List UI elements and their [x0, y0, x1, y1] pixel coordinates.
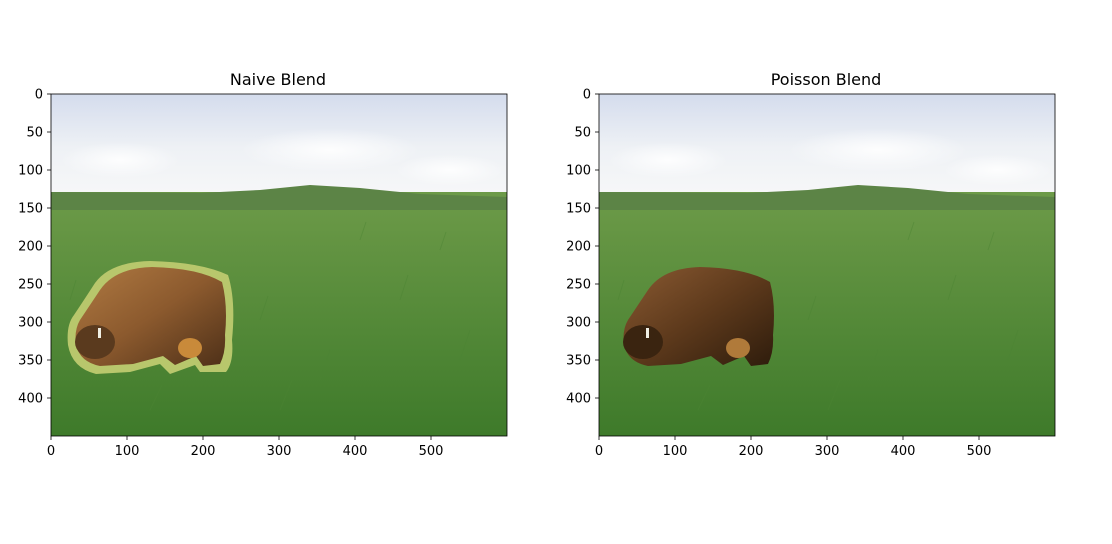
y-tick-label: 0: [35, 88, 43, 103]
grass-strokes: [617, 221, 1019, 411]
y-tick-label: 250: [566, 278, 591, 293]
panel-naive-blend: Naive Blend: [18, 70, 508, 459]
x-axis: 0 100 200 300 400 500: [595, 436, 992, 459]
x-tick-label: 100: [115, 444, 140, 459]
cloud: [788, 128, 968, 172]
x-tick-label: 200: [739, 444, 764, 459]
y-tick-label: 200: [18, 240, 43, 255]
y-tick-label: 150: [18, 202, 43, 217]
x-tick-label: 400: [891, 444, 916, 459]
cloud: [943, 154, 1053, 186]
distant-hill: [51, 185, 507, 210]
panel-title: Poisson Blend: [771, 70, 882, 89]
x-tick-label: 100: [663, 444, 688, 459]
y-axis: 0 50 100 150 200 250 300 350 400: [566, 88, 599, 407]
ear-tag: [98, 328, 101, 338]
blend-image: [599, 94, 1055, 436]
bison-head: [75, 325, 115, 359]
x-tick-label: 500: [419, 444, 444, 459]
y-tick-label: 400: [18, 392, 43, 407]
y-tick-label: 350: [18, 354, 43, 369]
y-tick-label: 100: [566, 164, 591, 179]
y-tick-label: 200: [566, 240, 591, 255]
y-tick-label: 0: [583, 88, 591, 103]
y-tick-label: 150: [566, 202, 591, 217]
cloud: [240, 128, 420, 172]
x-tick-label: 400: [343, 444, 368, 459]
distant-hill: [599, 185, 1055, 210]
cloud: [395, 154, 505, 186]
x-tick-label: 500: [967, 444, 992, 459]
y-axis: 0 50 100 150 200 250 300 350 400: [18, 88, 51, 407]
y-tick-label: 300: [18, 316, 43, 331]
x-axis: 0 100 200 300 400 500: [47, 436, 444, 459]
y-tick-label: 100: [18, 164, 43, 179]
bison-head: [623, 325, 663, 359]
y-tick-label: 250: [18, 278, 43, 293]
cloud: [60, 142, 180, 178]
x-tick-label: 300: [815, 444, 840, 459]
cloud: [608, 142, 728, 178]
y-tick-label: 350: [566, 354, 591, 369]
x-tick-label: 0: [47, 444, 55, 459]
y-tick-label: 50: [574, 126, 591, 141]
grass-strokes: [69, 221, 471, 411]
y-tick-label: 50: [26, 126, 43, 141]
blend-image: [51, 94, 507, 436]
x-tick-label: 0: [595, 444, 603, 459]
x-tick-label: 300: [267, 444, 292, 459]
calf: [178, 338, 202, 358]
calf: [726, 338, 750, 358]
panel-title: Naive Blend: [230, 70, 326, 89]
y-tick-label: 400: [566, 392, 591, 407]
x-tick-label: 200: [191, 444, 216, 459]
y-tick-label: 300: [566, 316, 591, 331]
ear-tag: [646, 328, 649, 338]
